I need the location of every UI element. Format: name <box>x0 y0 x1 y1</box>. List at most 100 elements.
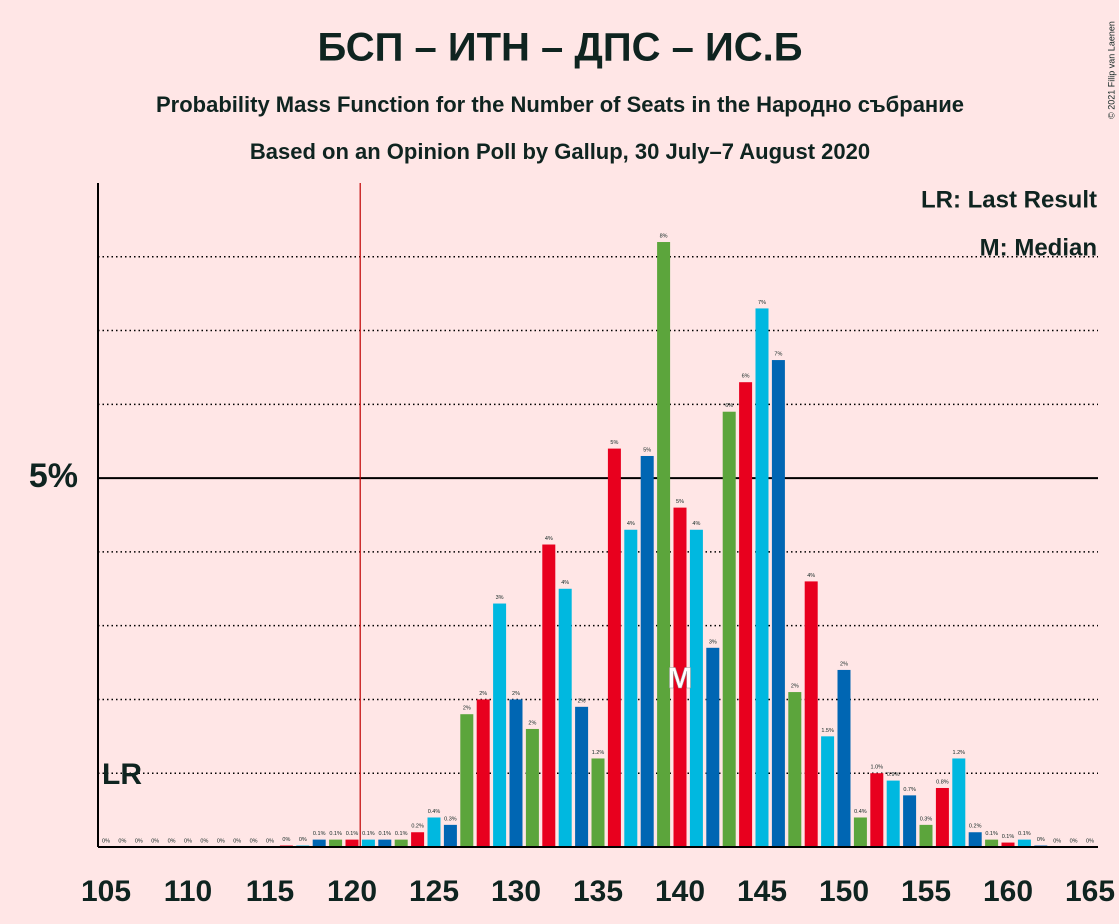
bar <box>739 382 753 847</box>
bar <box>345 839 359 847</box>
value-label: 0% <box>1086 838 1094 844</box>
bar <box>903 795 917 847</box>
value-label: 1.5% <box>821 728 834 734</box>
bar <box>361 839 375 847</box>
value-label: 0% <box>151 838 159 844</box>
value-label: 2% <box>528 720 536 726</box>
value-label: 0% <box>282 837 290 843</box>
x-tick-label: 125 <box>409 875 459 908</box>
x-tick-label: 105 <box>81 875 131 908</box>
x-tick-label: 140 <box>655 875 705 908</box>
value-label: 3% <box>709 639 717 645</box>
value-label: 0.1% <box>1002 834 1015 840</box>
value-label: 0% <box>217 838 225 844</box>
value-label: 0.8% <box>936 779 949 785</box>
bar <box>525 728 539 847</box>
copyright: © 2021 Filip van Laenen <box>1106 21 1116 119</box>
value-label: 3% <box>496 595 504 601</box>
value-label: 0% <box>299 837 307 843</box>
bar <box>591 758 605 847</box>
bar <box>427 817 441 847</box>
bar <box>329 839 343 847</box>
value-label: 2% <box>479 691 487 697</box>
value-label: 6% <box>725 403 733 409</box>
bar <box>542 544 556 847</box>
value-label: 0% <box>168 838 176 844</box>
value-label: 0% <box>233 838 241 844</box>
last-result-label: LR <box>102 758 142 791</box>
bar <box>1017 839 1031 847</box>
bar <box>919 824 933 847</box>
value-label: 1.0% <box>871 765 884 771</box>
x-tick-label: 150 <box>819 875 869 908</box>
value-label: 0% <box>250 838 258 844</box>
value-label: 0.1% <box>1018 831 1031 837</box>
value-label: 0% <box>102 838 110 844</box>
bar <box>443 824 457 847</box>
value-label: 5% <box>610 440 618 446</box>
x-tick-label: 145 <box>737 875 787 908</box>
value-label: 0.2% <box>969 824 982 830</box>
x-tick-label: 165 <box>1065 875 1115 908</box>
bar <box>755 308 769 847</box>
chart-title: БСП – ИТН – ДПС – ИС.Б <box>318 26 803 70</box>
value-label: 0.9% <box>887 772 900 778</box>
bar <box>935 787 949 847</box>
value-label: 0.3% <box>444 816 457 822</box>
bar <box>640 455 654 847</box>
value-label: 0% <box>184 838 192 844</box>
bar <box>624 529 638 847</box>
x-tick-label: 135 <box>573 875 623 908</box>
bar <box>771 360 785 847</box>
value-label: 0.1% <box>329 831 342 837</box>
value-label: 4% <box>807 573 815 579</box>
value-label: 0% <box>266 838 274 844</box>
bar <box>493 603 507 847</box>
value-label: 7% <box>774 352 782 358</box>
value-label: 0% <box>135 838 143 844</box>
value-label: 5% <box>676 499 684 505</box>
value-label: 0% <box>1037 837 1045 843</box>
bar <box>788 692 802 847</box>
chart-subtitle: Based on an Opinion Poll by Gallup, 30 J… <box>250 139 870 164</box>
x-tick-label: 160 <box>983 875 1033 908</box>
value-label: 2% <box>512 691 520 697</box>
bar <box>1001 842 1015 847</box>
bar <box>706 647 720 847</box>
value-label: 8% <box>660 233 668 239</box>
value-label: 0.2% <box>411 824 424 830</box>
bar <box>607 448 621 847</box>
bar <box>476 699 490 847</box>
x-tick-label: 120 <box>327 875 377 908</box>
bar <box>804 581 818 847</box>
value-label: 4% <box>627 521 635 527</box>
median-label: M <box>668 662 693 695</box>
value-label: 6% <box>742 374 750 380</box>
bar <box>821 736 835 847</box>
y-tick-label: 5% <box>29 457 78 495</box>
bar <box>853 817 867 847</box>
bar <box>558 588 572 847</box>
bar <box>968 832 982 847</box>
bar <box>985 839 999 847</box>
value-label: 5% <box>643 447 651 453</box>
value-label: 1.2% <box>592 750 605 756</box>
bar <box>886 780 900 847</box>
value-label: 1.2% <box>953 750 966 756</box>
bar <box>394 839 408 847</box>
value-label: 0.1% <box>395 831 408 837</box>
value-label: 0.4% <box>428 809 441 815</box>
bar <box>312 839 326 847</box>
value-label: 7% <box>758 300 766 306</box>
legend-entry: LR: Last Result <box>921 186 1097 213</box>
value-label: 0% <box>200 838 208 844</box>
value-label: 0% <box>1053 838 1061 844</box>
bar <box>722 411 736 847</box>
x-tick-label: 115 <box>246 875 294 908</box>
bar <box>460 714 474 847</box>
bar <box>411 832 425 847</box>
value-label: 4% <box>545 536 553 542</box>
bar <box>837 669 851 847</box>
bar <box>673 507 687 847</box>
